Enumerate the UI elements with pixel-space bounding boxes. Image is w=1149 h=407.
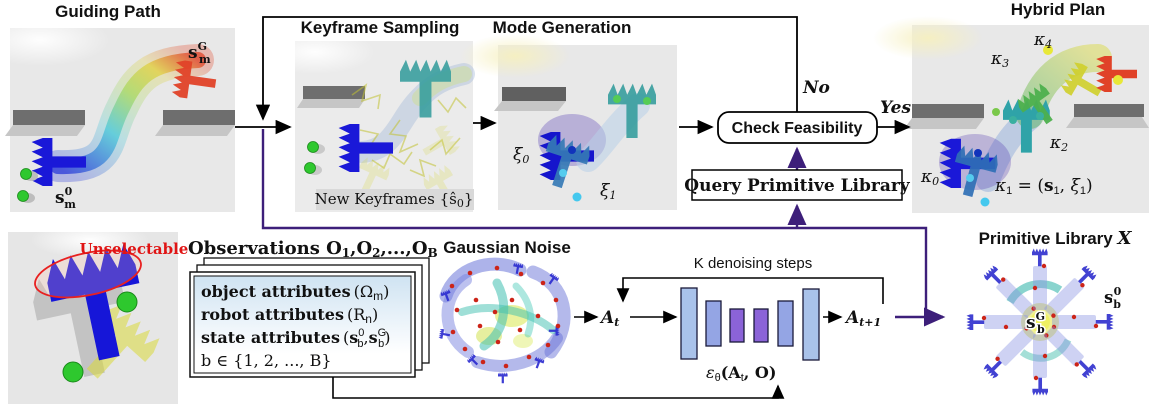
gaussian-noise-title: Gaussian Noise	[443, 238, 571, 257]
net-bar-mid-right	[777, 300, 794, 347]
robot-attributes-row: robot attributes (Rn)	[201, 305, 378, 326]
kappa3-label: κ3	[990, 49, 1009, 70]
check-feasibility-box: Check Feasibility	[717, 111, 878, 144]
batch-index-row: b ∈ {1, 2, ..., B}	[201, 351, 332, 370]
mode-xi1-label: ξ1	[600, 181, 616, 202]
net-bar-inner-right	[753, 308, 769, 343]
epsilon-theta-label: εθ(At, O)	[706, 363, 776, 384]
kappa2-label: κ2	[1049, 133, 1068, 154]
library-start-state-label: s0 b	[1104, 285, 1122, 311]
observations-card: Observations O1,O2,...,OB object attribu…	[188, 238, 438, 378]
kappa1-equation: κ1 = (s1, ξ1)	[994, 176, 1093, 197]
query-primitive-library-shape	[691, 169, 903, 201]
net-bar-mid-left	[705, 300, 722, 347]
keyframe-caption-bg	[316, 189, 474, 210]
new-keyframes-label: New Keyframes {ŝ0}	[315, 190, 474, 210]
denoising-loop-arrow	[616, 277, 884, 304]
query-primitive-library-label: Query Primitive Library	[684, 176, 911, 196]
primitive-library-title: Primitive Library X	[979, 228, 1133, 249]
net-bar-outer-right	[802, 288, 820, 361]
obstacle-mode	[494, 87, 566, 111]
keyframe-markers-green	[304, 141, 325, 175]
library-teal-arc-2	[1019, 338, 1072, 362]
mode-xi0-label: ξ0	[513, 145, 529, 166]
flow-lines	[235, 16, 911, 399]
mode-generation-title: Mode Generation	[493, 18, 632, 37]
library-arms	[966, 248, 1114, 396]
library-teal-arc-1	[1006, 280, 1063, 305]
observation-conditioning-arrow	[332, 377, 785, 399]
yes-label: Yes	[880, 98, 911, 118]
k-denoising-steps-label: K denoising steps	[694, 255, 812, 272]
library-goal-state-label: sG b	[1026, 310, 1045, 336]
action-t1-label: At+1	[844, 308, 881, 329]
obstacle-keyframe	[297, 86, 365, 108]
hybrid-plan-title: Hybrid Plan	[1011, 0, 1105, 19]
hybrid-contact-dots	[966, 45, 1123, 207]
obstacle-left	[5, 110, 85, 136]
object-attributes-row: object attributes (Ωm)	[201, 282, 389, 303]
noise-red-dots	[449, 265, 561, 369]
goal-state-label: sG m	[188, 40, 211, 66]
grasp-marker-green-1	[116, 291, 138, 313]
denoising-network: At At+1 εθ(At, O) K denoising steps	[599, 255, 884, 384]
hybrid-obstacle-right	[1066, 104, 1149, 128]
net-bar-outer-left	[680, 287, 698, 360]
query-primitive-library-box: Query Primitive Library	[684, 169, 911, 201]
unselectable-panel: Unselectable	[8, 222, 188, 404]
library-center-core	[1030, 312, 1050, 332]
obstacle-right	[155, 110, 235, 136]
mode-contact-dots	[559, 95, 651, 202]
hybrid-plan-panel: Hybrid Plan κ0 κ2 κ3 κ4 κ1 = (s1, ξ1)	[873, 0, 1149, 213]
no-feedback-arrow	[255, 16, 798, 121]
unselectable-region-ellipse	[34, 249, 142, 299]
guiding-path-panel: Guiding Path sG m s0 m	[0, 2, 235, 212]
check-feasibility-label: Check Feasibility	[732, 120, 863, 137]
primitive-library-star: Primitive Library X sG b s0 b	[966, 228, 1133, 396]
net-bar-inner-left	[729, 308, 745, 343]
state-attributes-row: state attributes (s0 b,sG b)	[201, 327, 391, 350]
kappa4-label: κ4	[1033, 30, 1052, 51]
grasp-marker-green-2	[62, 361, 84, 383]
gaussian-noise-cluster: Gaussian Noise	[438, 238, 571, 384]
guiding-path-title: Guiding Path	[55, 2, 161, 21]
keyframe-sampling-title: Keyframe Sampling	[301, 18, 460, 37]
action-t-label: At	[599, 308, 619, 329]
kappa0-label: κ0	[920, 167, 939, 188]
primitive-flow-bus	[261, 129, 928, 317]
start-state-label: s0 m	[55, 185, 76, 211]
no-label: No	[802, 78, 830, 98]
observation-card-inner	[193, 275, 412, 374]
start-markers-green	[17, 168, 38, 203]
primitive-flow-lines	[261, 129, 946, 327]
observations-title: Observations O1,O2,...,OB	[188, 238, 438, 260]
keyframe-sampling-panel: New Keyframes {ŝ0} Keyframe Sampling	[255, 18, 475, 212]
check-feasibility-shape	[717, 111, 878, 144]
hybrid-obstacle-left	[904, 104, 984, 129]
noise-ribbons	[439, 257, 571, 372]
unselectable-label: Unselectable	[80, 240, 189, 258]
mode-generation-panel: Mode Generation ξ0 ξ1	[460, 18, 677, 210]
